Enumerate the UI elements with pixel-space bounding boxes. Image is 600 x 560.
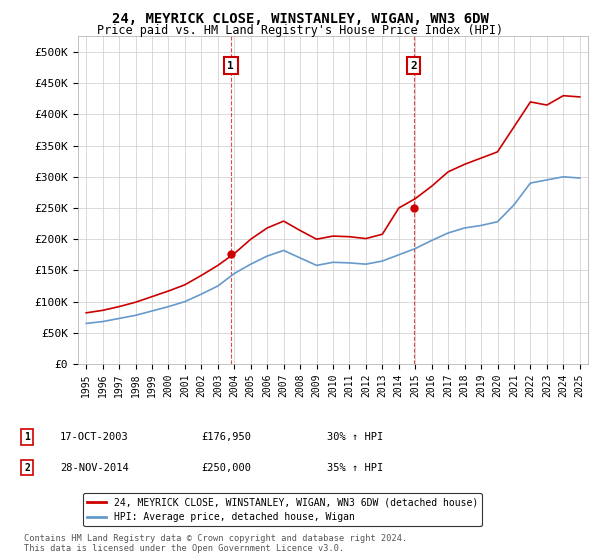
Text: 2: 2 <box>24 463 30 473</box>
Text: 35% ↑ HPI: 35% ↑ HPI <box>327 463 383 473</box>
Text: 30% ↑ HPI: 30% ↑ HPI <box>327 432 383 442</box>
Text: 28-NOV-2014: 28-NOV-2014 <box>60 463 129 473</box>
Legend: 24, MEYRICK CLOSE, WINSTANLEY, WIGAN, WN3 6DW (detached house), HPI: Average pri: 24, MEYRICK CLOSE, WINSTANLEY, WIGAN, WN… <box>83 493 482 526</box>
Text: 17-OCT-2003: 17-OCT-2003 <box>60 432 129 442</box>
Text: 1: 1 <box>227 60 234 71</box>
Text: Contains HM Land Registry data © Crown copyright and database right 2024.
This d: Contains HM Land Registry data © Crown c… <box>24 534 407 553</box>
Text: Price paid vs. HM Land Registry's House Price Index (HPI): Price paid vs. HM Land Registry's House … <box>97 24 503 37</box>
Text: £176,950: £176,950 <box>201 432 251 442</box>
Text: 1: 1 <box>24 432 30 442</box>
Text: £250,000: £250,000 <box>201 463 251 473</box>
Text: 24, MEYRICK CLOSE, WINSTANLEY, WIGAN, WN3 6DW: 24, MEYRICK CLOSE, WINSTANLEY, WIGAN, WN… <box>112 12 488 26</box>
Text: 2: 2 <box>410 60 417 71</box>
